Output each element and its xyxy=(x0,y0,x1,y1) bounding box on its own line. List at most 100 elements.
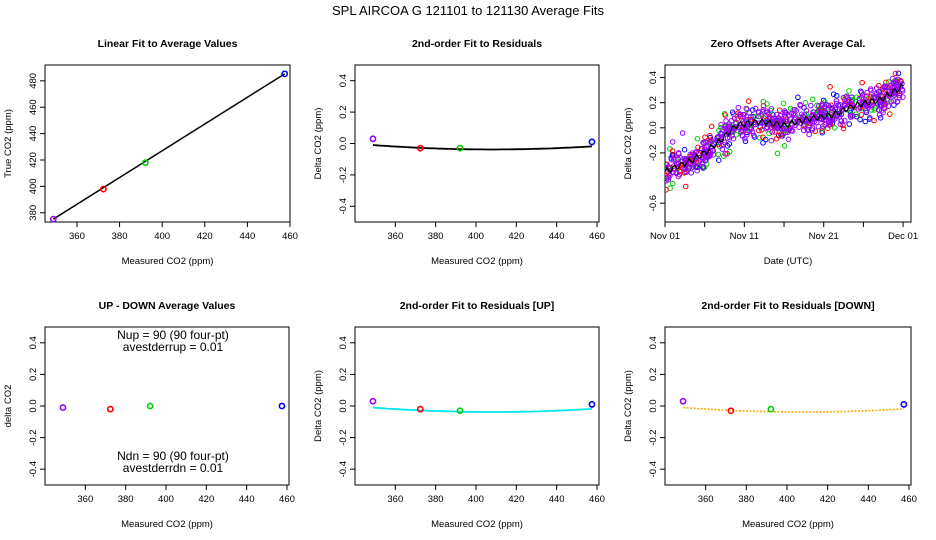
data-point-purple xyxy=(825,122,832,128)
chart-panel-2: 2nd-order Fit to Residuals 360 380 400 420 44… xyxy=(313,38,605,267)
data-point-purple xyxy=(806,131,813,138)
data-point-green xyxy=(781,143,788,149)
data-point-purple xyxy=(899,81,905,87)
data-point-purple xyxy=(693,149,699,155)
y-tick-label: 0.0 xyxy=(28,399,39,412)
y-tick-label: 0.4 xyxy=(338,74,349,87)
data-point-purple xyxy=(760,106,767,113)
data-point-purple xyxy=(749,128,756,135)
x-tick-label: 440 xyxy=(239,231,255,242)
y-tick-label: -0.4 xyxy=(28,461,39,477)
data-point-purple xyxy=(867,114,873,121)
data-point-purple xyxy=(665,162,670,168)
annotation: avestderrdn = 0.01 xyxy=(123,461,224,475)
chart-title: Linear Fit to Average Values xyxy=(98,38,238,50)
y-tick-label: 0.4 xyxy=(648,336,659,349)
y-tick-label: 460 xyxy=(28,99,39,115)
plot-area xyxy=(372,144,592,151)
x-axis-label: Measured CO2 (ppm) xyxy=(431,519,523,530)
data-point-red xyxy=(665,187,669,193)
data-point-green xyxy=(766,130,772,137)
x-tick-label: 460 xyxy=(282,231,298,242)
y-tick-label: -0.2 xyxy=(648,145,659,161)
x-tick-label: Nov 21 xyxy=(809,231,839,242)
y-tick-label: 0.2 xyxy=(648,96,659,109)
x-tick-label: 360 xyxy=(698,494,714,505)
data-point-purple xyxy=(842,100,849,106)
annotation: Nup = 90 (90 four-pt) xyxy=(117,328,229,342)
panels: Linear Fit to Average Values 360 380 400 420… xyxy=(3,38,918,530)
data-point-blue xyxy=(895,70,902,77)
data-point-green xyxy=(846,88,852,94)
plot-frame xyxy=(664,64,912,223)
data-point-green xyxy=(716,127,722,134)
data-point-red xyxy=(812,128,819,135)
data-point xyxy=(49,215,57,223)
data-point-purple xyxy=(768,106,775,112)
x-tick-label: 420 xyxy=(820,494,836,505)
data-point-purple xyxy=(819,116,825,123)
chart-panel-1: Linear Fit to Average Values 360 380 400 420… xyxy=(3,38,298,267)
data-point-purple xyxy=(828,107,835,113)
x-tick-label: 380 xyxy=(428,494,444,505)
data-point-green xyxy=(831,125,838,131)
data-point-purple xyxy=(741,125,747,131)
data-point-green xyxy=(753,113,759,120)
x-tick-label: Dec 01 xyxy=(888,231,918,242)
chart-title: UP - DOWN Average Values xyxy=(99,300,236,312)
chart-panel-5: 2nd-order Fit to Residuals [UP] 360 380 400… xyxy=(313,300,605,530)
data-point xyxy=(727,407,735,415)
data-point-purple xyxy=(868,87,874,94)
data-point-green xyxy=(853,111,859,117)
data-point-purple xyxy=(806,123,813,129)
data-point xyxy=(767,405,775,413)
y-tick-label: -0.6 xyxy=(648,195,659,211)
data-point-red xyxy=(776,107,783,113)
x-axis-label: Measured CO2 (ppm) xyxy=(431,256,523,267)
data-point xyxy=(281,70,289,78)
data-point-purple xyxy=(880,109,886,116)
data-point-red xyxy=(825,125,831,131)
data-point-purple xyxy=(888,98,894,104)
x-tick-label: 400 xyxy=(779,494,795,505)
data-point-purple xyxy=(812,115,819,121)
y-tick-label: 0.0 xyxy=(338,137,349,150)
data-point-red xyxy=(827,84,833,90)
data-point-purple xyxy=(797,103,804,109)
data-point-purple xyxy=(808,102,814,109)
x-tick-label: 420 xyxy=(508,231,524,242)
data-point-purple xyxy=(673,169,680,176)
data-point-purple xyxy=(863,108,869,114)
y-tick-label: 0.0 xyxy=(648,399,659,412)
plot-frame xyxy=(354,326,600,486)
y-tick-label: 0.2 xyxy=(28,368,39,381)
plot-area xyxy=(372,406,592,413)
data-point-purple xyxy=(665,177,672,183)
chart-panel-6: 2nd-order Fit to Residuals [DOWN] 360 380 4… xyxy=(623,300,917,530)
y-tick-label: 380 xyxy=(28,205,39,221)
data-point-blue xyxy=(795,94,801,101)
x-tick-label: 380 xyxy=(118,494,134,505)
data-point-purple xyxy=(773,111,780,118)
data-point-purple xyxy=(673,160,680,167)
data-point-purple xyxy=(746,110,753,116)
x-tick-label: 420 xyxy=(508,494,524,505)
data-point xyxy=(278,402,286,410)
data-point xyxy=(588,138,596,146)
data-point-purple xyxy=(891,98,897,104)
x-tick-label: 440 xyxy=(239,494,255,505)
x-tick-label: 400 xyxy=(468,494,484,505)
data-point xyxy=(146,402,154,410)
data-point-purple xyxy=(694,167,700,174)
data-point-purple xyxy=(707,139,713,145)
data-point-purple xyxy=(800,113,806,119)
data-point-blue xyxy=(846,121,853,127)
data-point xyxy=(59,404,67,411)
data-point-purple xyxy=(837,121,844,127)
data-point-purple xyxy=(763,108,770,114)
fit-line xyxy=(52,73,286,220)
plot-area xyxy=(683,406,904,413)
data-point xyxy=(679,397,687,405)
y-axis-label: Delta CO2 (ppm) xyxy=(623,108,634,180)
data-point-red xyxy=(760,134,766,141)
